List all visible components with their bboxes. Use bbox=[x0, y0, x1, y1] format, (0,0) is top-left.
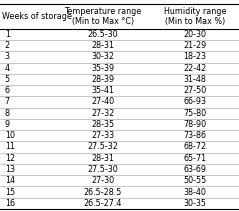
Text: 1: 1 bbox=[5, 30, 10, 39]
Text: 27-50: 27-50 bbox=[183, 86, 206, 95]
Text: 66-93: 66-93 bbox=[183, 97, 206, 107]
Text: 15: 15 bbox=[5, 188, 15, 196]
Text: 27.5-30: 27.5-30 bbox=[87, 165, 118, 174]
Text: 26.5-28.5: 26.5-28.5 bbox=[84, 188, 122, 196]
Text: 9: 9 bbox=[5, 120, 10, 129]
Text: 27-40: 27-40 bbox=[91, 97, 114, 107]
Text: 6: 6 bbox=[5, 86, 10, 95]
Text: 50-55: 50-55 bbox=[183, 176, 206, 185]
Text: 21-29: 21-29 bbox=[183, 41, 206, 50]
Text: 30-35: 30-35 bbox=[183, 199, 206, 208]
Text: 68-72: 68-72 bbox=[183, 142, 206, 151]
Text: 75-80: 75-80 bbox=[183, 109, 206, 118]
Text: 26.5-30: 26.5-30 bbox=[87, 30, 118, 39]
Text: 12: 12 bbox=[5, 154, 15, 163]
Text: 28-35: 28-35 bbox=[91, 120, 114, 129]
Text: 27-32: 27-32 bbox=[91, 109, 114, 118]
Text: 7: 7 bbox=[5, 97, 10, 107]
Text: 22-42: 22-42 bbox=[183, 64, 206, 73]
Text: 63-69: 63-69 bbox=[183, 165, 206, 174]
Text: Weeks of storage: Weeks of storage bbox=[2, 12, 72, 21]
Text: 27-33: 27-33 bbox=[91, 131, 114, 140]
Text: 5: 5 bbox=[5, 75, 10, 84]
Text: 18-23: 18-23 bbox=[183, 52, 206, 61]
Text: 28-31: 28-31 bbox=[91, 154, 114, 163]
Text: 27.5-32: 27.5-32 bbox=[87, 142, 118, 151]
Text: 28-39: 28-39 bbox=[91, 75, 114, 84]
Text: 28-31: 28-31 bbox=[91, 41, 114, 50]
Text: 26.5-27.4: 26.5-27.4 bbox=[84, 199, 122, 208]
Text: 11: 11 bbox=[5, 142, 15, 151]
Text: 78-90: 78-90 bbox=[183, 120, 206, 129]
Text: 4: 4 bbox=[5, 64, 10, 73]
Text: 65-71: 65-71 bbox=[183, 154, 206, 163]
Text: 38-40: 38-40 bbox=[183, 188, 206, 196]
Text: 13: 13 bbox=[5, 165, 15, 174]
Text: 3: 3 bbox=[5, 52, 10, 61]
Text: 35-39: 35-39 bbox=[91, 64, 114, 73]
Text: 30-32: 30-32 bbox=[91, 52, 114, 61]
Text: Temperature range
(Min to Max °C): Temperature range (Min to Max °C) bbox=[64, 7, 141, 26]
Text: 2: 2 bbox=[5, 41, 10, 50]
Text: 31-48: 31-48 bbox=[183, 75, 206, 84]
Text: 20-30: 20-30 bbox=[183, 30, 206, 39]
Text: 73-86: 73-86 bbox=[183, 131, 206, 140]
Text: 27-30: 27-30 bbox=[91, 176, 114, 185]
Text: 10: 10 bbox=[5, 131, 15, 140]
Text: 8: 8 bbox=[5, 109, 10, 118]
Text: 35-41: 35-41 bbox=[91, 86, 114, 95]
Text: 14: 14 bbox=[5, 176, 15, 185]
Text: 16: 16 bbox=[5, 199, 15, 208]
Text: Humidity range
(Min to Max %): Humidity range (Min to Max %) bbox=[164, 7, 226, 26]
